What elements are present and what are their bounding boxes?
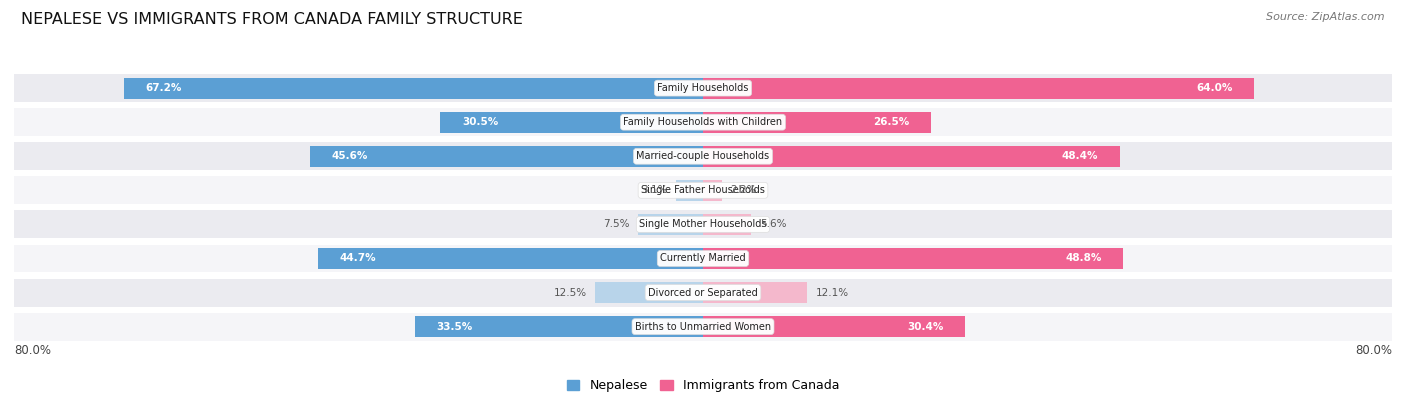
Text: 44.7%: 44.7% (340, 254, 377, 263)
Bar (703, 214, 751, 235)
Text: Source: ZipAtlas.com: Source: ZipAtlas.com (1267, 12, 1385, 22)
Bar (14, 211, 1392, 238)
Text: 26.5%: 26.5% (873, 117, 910, 127)
Legend: Nepalese, Immigrants from Canada: Nepalese, Immigrants from Canada (562, 374, 844, 395)
Bar (415, 316, 703, 337)
Text: Births to Unmarried Women: Births to Unmarried Women (636, 322, 770, 332)
Text: Divorced or Separated: Divorced or Separated (648, 288, 758, 297)
Bar (703, 180, 721, 201)
Text: 33.5%: 33.5% (436, 322, 472, 332)
Bar (703, 146, 1119, 167)
Text: Single Father Households: Single Father Households (641, 185, 765, 196)
Text: 45.6%: 45.6% (332, 151, 368, 161)
Text: 7.5%: 7.5% (603, 219, 630, 229)
Text: 48.4%: 48.4% (1062, 151, 1098, 161)
Text: Family Households with Children: Family Households with Children (623, 117, 783, 127)
Text: 30.5%: 30.5% (461, 117, 498, 127)
Text: 67.2%: 67.2% (146, 83, 183, 93)
Bar (124, 77, 703, 99)
Text: 48.8%: 48.8% (1066, 254, 1102, 263)
Bar (311, 146, 703, 167)
Text: 30.4%: 30.4% (907, 322, 943, 332)
Bar (703, 112, 931, 133)
Text: 5.6%: 5.6% (759, 219, 786, 229)
Bar (14, 313, 1392, 340)
Bar (703, 248, 1123, 269)
Bar (703, 316, 965, 337)
Bar (14, 278, 1392, 307)
Bar (14, 142, 1392, 170)
Bar (318, 248, 703, 269)
Bar (14, 108, 1392, 136)
Bar (638, 214, 703, 235)
Text: Single Mother Households: Single Mother Households (640, 219, 766, 229)
Text: 3.1%: 3.1% (641, 185, 668, 196)
Bar (14, 74, 1392, 102)
Text: 2.2%: 2.2% (731, 185, 756, 196)
Text: NEPALESE VS IMMIGRANTS FROM CANADA FAMILY STRUCTURE: NEPALESE VS IMMIGRANTS FROM CANADA FAMIL… (21, 12, 523, 27)
Text: 80.0%: 80.0% (1355, 344, 1392, 357)
Text: Family Households: Family Households (658, 83, 748, 93)
Bar (440, 112, 703, 133)
Bar (703, 77, 1254, 99)
Text: 12.1%: 12.1% (815, 288, 849, 297)
Text: 64.0%: 64.0% (1197, 83, 1233, 93)
Bar (14, 177, 1392, 204)
Bar (595, 282, 703, 303)
Bar (14, 245, 1392, 273)
Text: 80.0%: 80.0% (14, 344, 51, 357)
Text: Married-couple Households: Married-couple Households (637, 151, 769, 161)
Bar (703, 282, 807, 303)
Text: Currently Married: Currently Married (661, 254, 745, 263)
Text: 12.5%: 12.5% (554, 288, 586, 297)
Bar (676, 180, 703, 201)
